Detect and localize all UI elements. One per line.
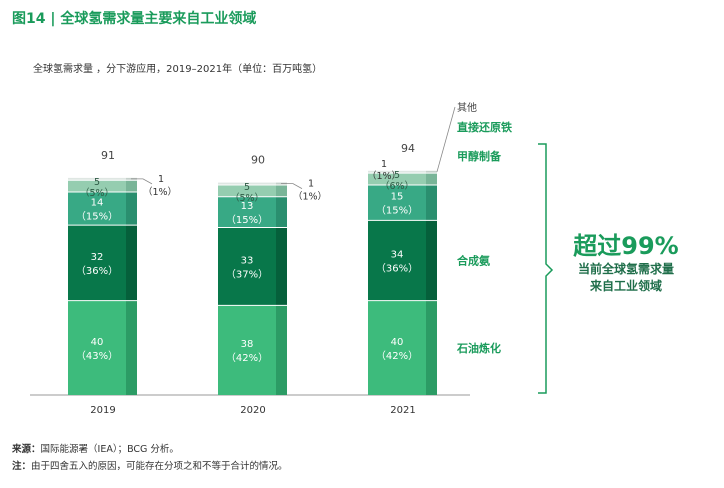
- value-label: 5: [94, 177, 100, 188]
- bar-side-2021-3: [426, 173, 437, 185]
- legend-label-refining: 石油炼化: [456, 341, 501, 355]
- callout-big: 超过99%: [573, 232, 679, 260]
- pct-label: （43%）: [76, 350, 118, 362]
- value-label: 13: [241, 201, 254, 212]
- note-label: 注：: [12, 461, 32, 472]
- bar-side-2020-1: [276, 227, 287, 306]
- callout-line2: 来自工业领域: [589, 279, 662, 293]
- callout: 超过99% 当前全球氢需求量 来自工业领域: [556, 231, 696, 295]
- leader-line: [131, 178, 153, 185]
- total-label: 94: [401, 142, 415, 155]
- pct-label: （42%）: [226, 352, 268, 364]
- bar-segment-2020-2: [218, 196, 276, 228]
- other-value-label: 1: [308, 179, 314, 190]
- source-line: 来源：国际能源署（IEA）；BCG 分析。: [12, 441, 288, 458]
- bar-side-2021-0: [426, 300, 437, 395]
- pct-label: （15%）: [376, 205, 418, 217]
- bar-segment-2020-1: [218, 227, 276, 306]
- leader-line-other: [436, 106, 456, 172]
- leader-line: [281, 183, 303, 189]
- legend-label-methanol: 甲醇制备: [457, 149, 502, 163]
- note-text: 由于四舍五入的原因，可能存在分项之和不等于合计的情况。: [31, 461, 288, 472]
- pct-label: （36%）: [76, 265, 118, 277]
- pct-label: （15%）: [226, 214, 268, 226]
- pct-label: （5%）: [80, 187, 114, 199]
- bar-segment-2019-0: [68, 300, 126, 395]
- source-text: 国际能源署（IEA）；BCG 分析。: [40, 444, 179, 455]
- x-tick-label: 2019: [90, 405, 115, 416]
- bracket: [538, 143, 554, 394]
- other-pct-label: （1%）: [367, 170, 401, 182]
- note-line: 注：由于四舍五入的原因，可能存在分项之和不等于合计的情况。: [12, 458, 288, 475]
- legend-label-other: 其他: [457, 101, 477, 114]
- footer: 来源：国际能源署（IEA）；BCG 分析。 注：由于四舍五入的原因，可能存在分项…: [12, 441, 288, 475]
- value-label: 34: [391, 249, 404, 260]
- bar-segment-2021-1: [368, 220, 426, 301]
- bar-side-2019-0: [126, 300, 137, 395]
- pct-label: （15%）: [76, 211, 118, 223]
- bar-side-2020-2: [276, 196, 287, 228]
- bar-segment-2020-0: [218, 305, 276, 395]
- value-label: 5: [394, 170, 400, 181]
- value-label: 40: [91, 337, 104, 348]
- bar-side-2020-0: [276, 305, 287, 395]
- bar-side-2019-1: [126, 225, 137, 301]
- pct-label: （36%）: [376, 262, 418, 274]
- bar-side-2021-2: [426, 184, 437, 221]
- bar-segment-2019-4: [68, 177, 126, 181]
- value-label: 38: [241, 339, 254, 350]
- bar-segment-2021-2: [368, 184, 426, 221]
- bar-segment-2019-2: [68, 192, 126, 226]
- bar-segment-2020-4: [218, 182, 276, 185]
- figure-subtitle: 全球氢需求量 ，分下游应用，2019–2021年（单位：百万吨氢）: [33, 64, 323, 75]
- value-label: 5: [244, 182, 250, 193]
- legend-label-dri: 直接还原铁: [457, 120, 512, 134]
- callout-line1: 当前全球氢需求量: [577, 262, 674, 276]
- pct-label: （5%）: [230, 192, 264, 204]
- value-label: 14: [91, 198, 104, 209]
- figure-title: 图14 | 全球氢需求量主要来自工业领域: [12, 11, 257, 27]
- value-label: 40: [391, 337, 404, 348]
- bar-segment-2019-1: [68, 225, 126, 301]
- bar-segment-2021-3: [368, 173, 426, 185]
- value-label: 32: [91, 252, 104, 263]
- other-value-label: 1: [381, 159, 387, 170]
- bar-segment-2019-3: [68, 180, 126, 193]
- other-pct-label: （1%）: [293, 191, 327, 203]
- x-tick-label: 2020: [240, 405, 265, 416]
- x-tick-label: 2021: [390, 405, 415, 416]
- value-label: 15: [391, 192, 404, 203]
- total-label: 91: [101, 149, 115, 162]
- bar-side-2020-3: [276, 184, 287, 197]
- source-label: 来源：: [12, 444, 41, 455]
- total-label: 90: [251, 154, 265, 167]
- value-label: 33: [241, 255, 254, 266]
- bar-segment-2021-4: [368, 170, 426, 174]
- bar-segment-2021-0: [368, 300, 426, 395]
- bar-side-2019-3: [126, 180, 137, 193]
- pct-label: （6%）: [380, 180, 414, 192]
- pct-label: （42%）: [376, 350, 418, 362]
- bar-side-2019-2: [126, 192, 137, 226]
- bar-side-2021-4: [426, 170, 437, 174]
- bar-side-2021-1: [426, 220, 437, 301]
- other-pct-label: （1%）: [143, 186, 177, 198]
- other-value-label: 1: [158, 174, 164, 185]
- bar-segment-2020-3: [218, 184, 276, 197]
- legend-label-ammonia: 合成氨: [457, 253, 490, 267]
- pct-label: （37%）: [226, 268, 268, 280]
